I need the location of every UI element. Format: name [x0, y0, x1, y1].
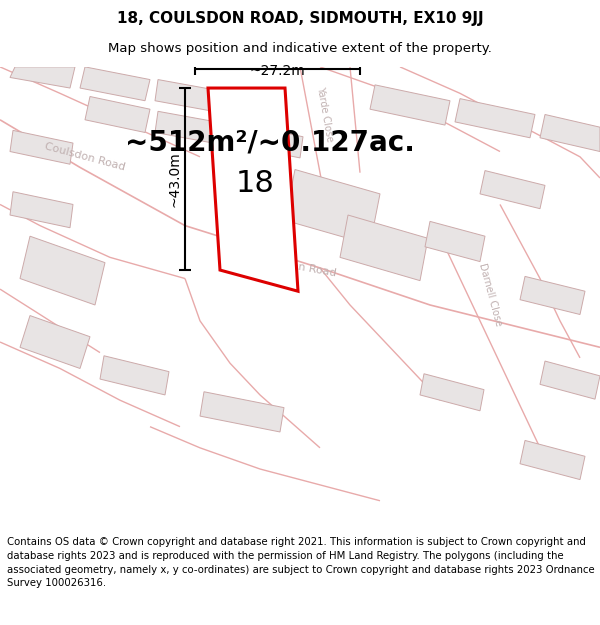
Polygon shape: [10, 192, 73, 228]
Polygon shape: [520, 276, 585, 314]
Polygon shape: [285, 169, 380, 244]
Polygon shape: [370, 85, 450, 125]
Polygon shape: [540, 361, 600, 399]
Text: Yarde Close: Yarde Close: [315, 86, 335, 143]
Polygon shape: [155, 111, 228, 145]
Polygon shape: [10, 67, 75, 88]
Polygon shape: [425, 221, 485, 262]
Text: ~512m²/~0.127ac.: ~512m²/~0.127ac.: [125, 129, 415, 157]
Polygon shape: [20, 236, 105, 305]
Text: ~43.0m: ~43.0m: [167, 151, 181, 207]
Polygon shape: [420, 374, 484, 411]
Polygon shape: [20, 316, 90, 369]
Polygon shape: [200, 392, 284, 432]
Polygon shape: [340, 215, 428, 281]
Text: 18, COULSDON ROAD, SIDMOUTH, EX10 9JJ: 18, COULSDON ROAD, SIDMOUTH, EX10 9JJ: [116, 11, 484, 26]
Polygon shape: [480, 171, 545, 209]
Text: Coulsdon Road: Coulsdon Road: [44, 141, 127, 172]
Polygon shape: [10, 131, 73, 164]
Polygon shape: [155, 79, 228, 114]
Text: Darnell Close: Darnell Close: [477, 262, 503, 327]
Polygon shape: [100, 356, 169, 395]
Polygon shape: [85, 96, 150, 132]
Polygon shape: [208, 88, 298, 291]
Polygon shape: [80, 67, 150, 101]
Text: ~27.2m: ~27.2m: [250, 64, 305, 78]
Polygon shape: [520, 441, 585, 479]
Text: Contains OS data © Crown copyright and database right 2021. This information is : Contains OS data © Crown copyright and d…: [7, 538, 595, 588]
Polygon shape: [235, 124, 303, 158]
Polygon shape: [455, 99, 535, 138]
Text: Map shows position and indicative extent of the property.: Map shows position and indicative extent…: [108, 42, 492, 56]
Polygon shape: [540, 114, 600, 151]
Text: Coulsdon Road: Coulsdon Road: [253, 254, 337, 278]
Text: 18: 18: [236, 169, 274, 198]
